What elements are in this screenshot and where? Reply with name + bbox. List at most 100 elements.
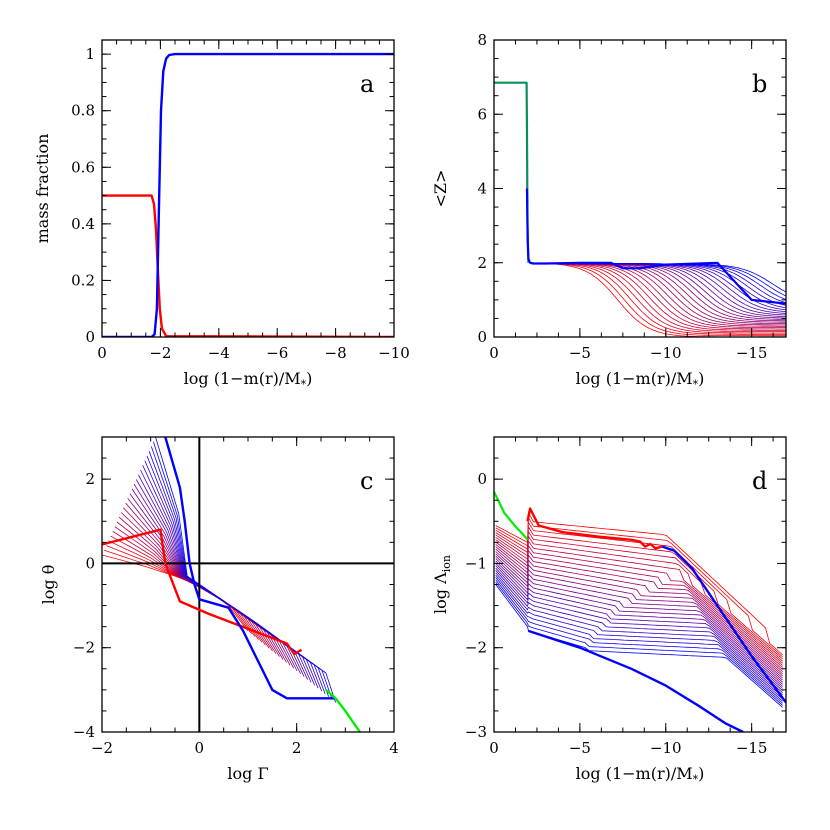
y-tick-label-b-4: 8 <box>477 31 487 49</box>
ionization-curve-1 <box>531 262 786 337</box>
y-axis-title-c: log θ <box>39 565 58 605</box>
theta-track-18 <box>140 469 312 683</box>
plot-area-b <box>494 81 786 337</box>
x-tick-label-a-3: −6 <box>266 344 288 362</box>
plot-frame-a <box>101 39 395 338</box>
y-tick-label-b-1: 2 <box>477 254 487 272</box>
x-tick-label-b-1: −5 <box>569 344 591 362</box>
coulomb-curve-14 <box>495 558 783 685</box>
coulomb-curve-5 <box>495 536 783 666</box>
theta-track-10 <box>123 507 284 660</box>
coulomb-curve-4 <box>495 531 783 664</box>
panel-letter-d: d <box>752 467 767 495</box>
x-tick-label-a-1: −2 <box>149 344 171 362</box>
x-tick-label-a-5: −10 <box>378 344 410 362</box>
x-tick-label-d-2: −10 <box>650 739 682 757</box>
y-tick-label-a-4: 0.8 <box>71 102 95 120</box>
ionization-curve-21 <box>531 263 786 306</box>
x-tick-label-c-2: 2 <box>292 739 302 757</box>
series-a-red <box>102 194 394 337</box>
series-b-teal <box>494 81 530 263</box>
y-tick-label-a-3: 0.6 <box>71 158 95 176</box>
coulomb-curve-21 <box>495 574 783 700</box>
panel-a: 0 −2 −4 −6 −8 −10 0 0.2 0.4 0.6 0.8 1 log (1−m(r)/M*… <box>33 39 410 391</box>
ionization-curve-14 <box>531 262 786 319</box>
panel-letter-c: c <box>360 467 373 495</box>
x-tick-label-d-1: −5 <box>569 739 591 757</box>
coulomb-curve-13 <box>495 555 783 683</box>
y-tick-label-b-2: 4 <box>477 180 487 198</box>
y-tick-label-a-5: 1 <box>85 45 95 63</box>
x-tick-label-a-2: −4 <box>208 344 230 362</box>
x-axis-title-a: log (1−m(r)/M*) <box>184 369 313 391</box>
series-c-red-thick <box>102 528 303 656</box>
theta-track-25 <box>155 437 336 703</box>
x-tick-label-a-4: −8 <box>325 344 347 362</box>
coulomb-curve-0 <box>495 512 783 656</box>
y-tick-label-a-0: 0 <box>85 328 95 346</box>
y-tick-label-a-1: 0.2 <box>71 271 95 289</box>
series-d-green-core <box>494 491 529 541</box>
x-tick-label-b-0: 0 <box>489 344 499 362</box>
y-tick-label-d-0: −3 <box>465 723 487 741</box>
series-d-blue-bottom <box>528 629 744 732</box>
x-tick-label-c-0: −2 <box>91 739 113 757</box>
coulomb-curve-15 <box>495 560 783 687</box>
x-tick-label-a-0: 0 <box>97 344 107 362</box>
series-a-black <box>102 194 394 337</box>
y-tick-label-a-2: 0.4 <box>71 215 95 233</box>
coulomb-curve-1 <box>495 517 783 658</box>
coulomb-curve-17 <box>495 565 783 691</box>
y-tick-label-b-0: 0 <box>477 328 487 346</box>
y-tick-label-d-3: 0 <box>477 470 487 488</box>
coulomb-curve-19 <box>495 570 783 696</box>
x-tick-label-d-0: 0 <box>489 739 499 757</box>
y-tick-label-c-3: 2 <box>85 470 95 488</box>
series-c-blue-thick <box>164 437 336 700</box>
coulomb-curve-12 <box>495 553 783 681</box>
x-tick-label-c-1: 0 <box>195 739 205 757</box>
coulomb-curve-3 <box>495 526 783 662</box>
panel-b: 0 −5 −10 −15 0 2 4 6 8 log (1−m(r)/M*) <Z> b <box>431 31 787 391</box>
y-tick-label-b-3: 6 <box>477 105 487 123</box>
series-d-red-top <box>526 507 663 550</box>
y-tick-label-c-0: −4 <box>73 723 95 741</box>
x-axis-title-c: log Γ <box>227 764 268 783</box>
series-a-blue <box>102 52 394 337</box>
y-axis-title-d: log Λion <box>431 555 453 614</box>
ionization-curve-24 <box>531 263 786 297</box>
x-tick-label-c-3: 4 <box>389 739 399 757</box>
panel-letter-b: b <box>752 70 767 98</box>
series-c-green <box>325 688 361 732</box>
y-axis-title-a: mass fraction <box>33 134 52 244</box>
theta-track-15 <box>133 483 301 674</box>
plot-area-a <box>102 52 394 337</box>
coulomb-curve-9 <box>495 546 783 675</box>
theta-track-19 <box>142 465 315 686</box>
y-axis-title-b: <Z> <box>431 170 450 208</box>
y-tick-label-c-2: 0 <box>85 554 95 572</box>
x-axis-title-b: log (1−m(r)/M*) <box>576 369 705 391</box>
ionization-curve-2 <box>531 262 786 335</box>
coulomb-curve-8 <box>495 544 783 672</box>
x-axis-title-d: log (1−m(r)/M*) <box>576 764 705 786</box>
theta-track-6 <box>114 526 270 649</box>
theta-track-14 <box>131 488 298 672</box>
theta-track-16 <box>135 479 305 677</box>
ionization-curve-0 <box>531 262 786 337</box>
coulomb-curve-6 <box>495 539 783 668</box>
plot-area-d <box>494 491 786 732</box>
y-tick-label-c-1: −2 <box>73 639 95 657</box>
series-d-blue-top <box>661 545 786 704</box>
y-tick-label-d-2: −1 <box>465 554 487 572</box>
panel-letter-a: a <box>360 70 374 98</box>
plot-area-c <box>102 437 394 732</box>
x-tick-label-b-3: −15 <box>736 344 768 362</box>
ionization-curve-25 <box>531 263 786 293</box>
ionization-curve-15 <box>531 262 786 317</box>
ionization-curve-20 <box>531 263 786 309</box>
x-tick-label-b-2: −10 <box>650 344 682 362</box>
y-tick-label-d-1: −2 <box>465 639 487 657</box>
coulomb-curve-18 <box>495 567 783 693</box>
